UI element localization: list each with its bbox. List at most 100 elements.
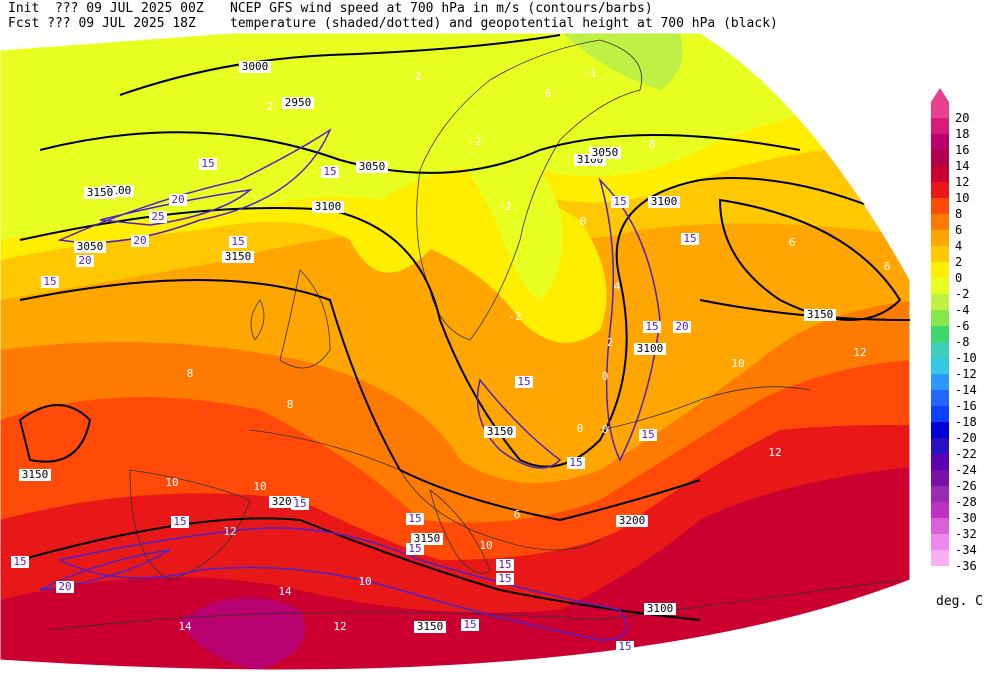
svg-text:3000: 3000 — [242, 60, 269, 73]
svg-text:15: 15 — [173, 515, 186, 528]
wind-speed-label: 15 — [229, 235, 247, 248]
contour-line-3200 — [19, 517, 701, 621]
wind-speed-label: 25 — [149, 210, 167, 223]
colorbar-tick-label: 14 — [955, 159, 970, 173]
svg-text:15: 15 — [408, 542, 421, 555]
svg-text:3150: 3150 — [225, 250, 252, 263]
temperature-label: 12 — [853, 346, 866, 359]
svg-text:-2: -2 — [508, 310, 521, 323]
svg-text:3100: 3100 — [637, 342, 664, 355]
colorbar-tick-label: -22 — [955, 447, 977, 461]
colorbar-swatch — [931, 118, 949, 134]
svg-text:15: 15 — [231, 235, 244, 248]
wind-contour-15-east — [598, 177, 661, 462]
svg-text:2: 2 — [415, 70, 422, 83]
colorbar-tick-label: 18 — [955, 127, 970, 141]
wind-speed-label: 15 — [496, 572, 514, 585]
colorbar-tick-label: -24 — [955, 463, 977, 477]
wind-speed-label: 15 — [291, 497, 309, 510]
colorbar-swatch — [931, 374, 949, 390]
wind-contour-15-south — [57, 527, 628, 641]
height-contour-label: 3150 — [484, 425, 516, 438]
wind-speed-label: 15 — [171, 515, 189, 528]
temperature-label: 8 — [287, 398, 294, 411]
title-line-1: NCEP GFS wind speed at 700 hPa in m/s (c… — [230, 1, 653, 16]
colorbar-swatch — [931, 150, 949, 166]
temperature-label: -2 — [468, 135, 481, 148]
svg-text:15: 15 — [323, 165, 336, 178]
svg-text:12: 12 — [333, 620, 346, 633]
height-contour-label: 2950 — [282, 96, 314, 109]
svg-text:6: 6 — [789, 236, 796, 249]
forecast-time-label: Fcst ??? 09 JUL 2025 18Z — [8, 16, 196, 31]
colorbar-tick-label: -26 — [955, 479, 977, 493]
height-contour-label: 3100 — [648, 195, 680, 208]
colorbar-tick-label: 20 — [955, 111, 970, 125]
svg-text:10: 10 — [165, 476, 178, 489]
wind-speed-label: 15 — [611, 195, 629, 208]
temp-band-minus2-scandinavia — [420, 120, 563, 300]
svg-text:15: 15 — [293, 497, 306, 510]
colorbar-tick-label: 10 — [955, 191, 970, 205]
wind-speed-label: 15 — [11, 555, 29, 568]
svg-text:-2: -2 — [468, 135, 481, 148]
svg-text:15: 15 — [498, 572, 511, 585]
colorbar-tick-label: -36 — [955, 559, 977, 573]
colorbar-swatch — [931, 486, 949, 502]
svg-text:6: 6 — [545, 87, 552, 100]
wind-speed-label: 20 — [673, 320, 691, 333]
wind-speed-label: 15 — [41, 275, 59, 288]
temperature-label: 10 — [731, 357, 744, 370]
svg-text:3150: 3150 — [807, 308, 834, 321]
svg-text:10: 10 — [358, 575, 371, 588]
contour-line-3150b — [699, 299, 910, 321]
svg-text:15: 15 — [618, 640, 631, 653]
colorbar-tick-label: 0 — [955, 271, 963, 285]
temperature-label: 6 — [884, 260, 891, 273]
wind-speed-label: 15 — [515, 375, 533, 388]
svg-text:3050: 3050 — [77, 240, 104, 253]
wind-speed-label: 20 — [56, 580, 74, 593]
svg-text:8: 8 — [649, 138, 656, 151]
svg-text:3200: 3200 — [619, 514, 646, 527]
colorbar-swatch — [931, 438, 949, 454]
svg-text:12: 12 — [223, 525, 236, 538]
contour-line-2950 — [119, 34, 561, 96]
svg-text:3100: 3100 — [315, 200, 342, 213]
svg-text:15: 15 — [408, 512, 421, 525]
colorbar-tick-label: 8 — [955, 207, 963, 221]
svg-text:15: 15 — [683, 232, 696, 245]
svg-text:15: 15 — [201, 157, 214, 170]
svg-text:2: 2 — [607, 336, 614, 349]
temperature-label: 10 — [358, 575, 371, 588]
height-contour-label: 3050 — [356, 160, 388, 173]
map-boundary — [0, 32, 911, 671]
temperature-label: 0 — [580, 215, 587, 228]
temperature-label: 2 — [607, 336, 614, 349]
svg-text:-1: -1 — [583, 67, 596, 80]
wind-contour-20-south — [39, 549, 171, 591]
colorbar-swatch — [931, 502, 949, 518]
title-line-2: temperature (shaded/dotted) and geopoten… — [230, 16, 778, 31]
colorbar-swatch — [931, 358, 949, 374]
colorbar-tick-label: -28 — [955, 495, 977, 509]
svg-text:6: 6 — [884, 260, 891, 273]
wind-speed-label: 15 — [681, 232, 699, 245]
temp-band-12-east — [700, 533, 900, 605]
svg-text:3100: 3100 — [651, 195, 678, 208]
svg-text:12: 12 — [853, 346, 866, 359]
colorbar-swatch — [931, 262, 949, 278]
wind-speed-label: 15 — [643, 320, 661, 333]
colorbar-tick-label: -4 — [955, 303, 970, 317]
svg-text:0: 0 — [577, 422, 584, 435]
temperature-label: 8 — [649, 138, 656, 151]
colorbar-swatch — [931, 518, 949, 534]
height-contour-label: 3050 — [74, 240, 106, 253]
height-contour-label: 3150 — [19, 468, 51, 481]
height-contour-label: 3100 — [312, 200, 344, 213]
colorbar-tick-label: -30 — [955, 511, 977, 525]
svg-text:3050: 3050 — [359, 160, 386, 173]
svg-text:15: 15 — [645, 320, 658, 333]
coastline-mediterranean-north — [249, 429, 601, 551]
